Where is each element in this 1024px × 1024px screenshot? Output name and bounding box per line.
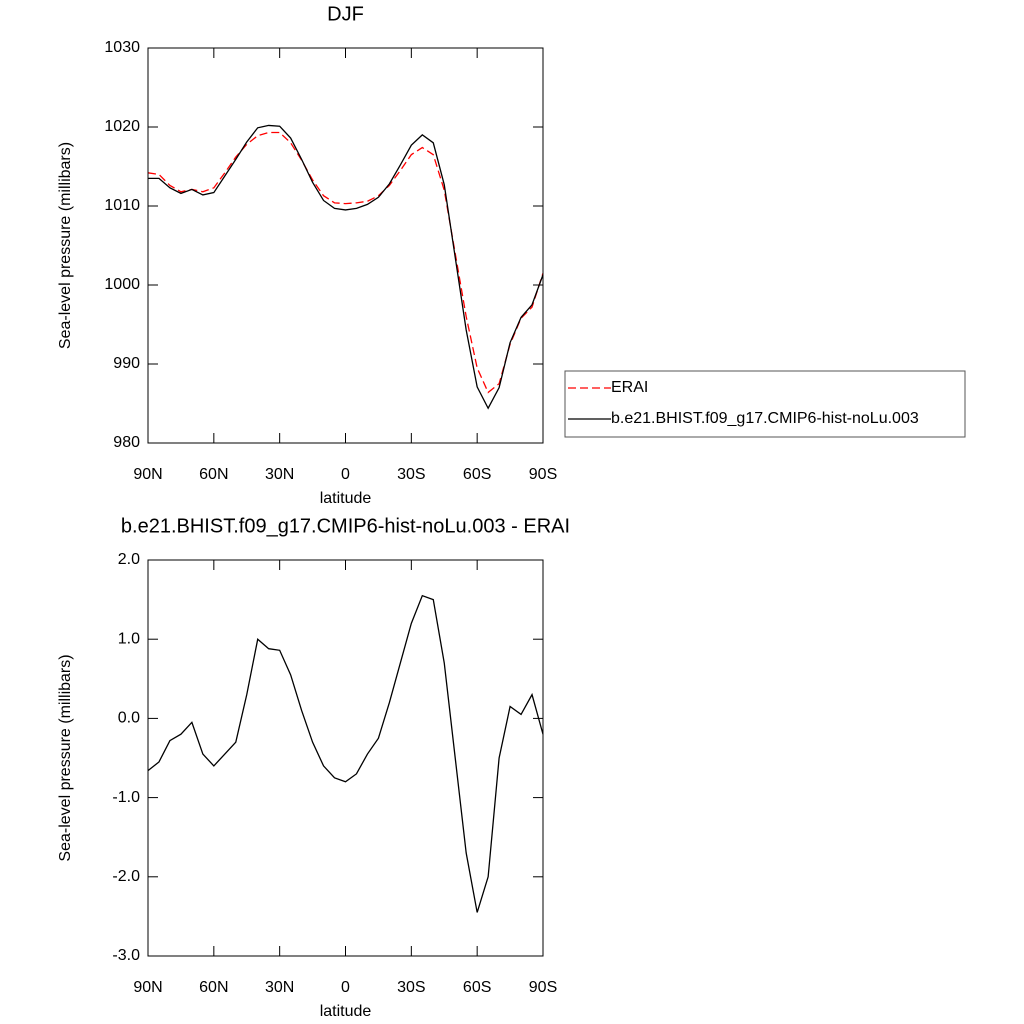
x-tick-label: 90S: [529, 979, 557, 996]
y-axis-label: Sea-level pressure (millibars): [57, 142, 74, 349]
data-line: [147, 131, 544, 394]
x-tick-label: 30N: [265, 979, 294, 996]
x-tick-label: 0: [341, 979, 350, 996]
x-axis-label: latitude: [320, 1003, 372, 1020]
y-tick-label: 0.0: [118, 710, 140, 727]
x-tick-label: 30N: [265, 466, 294, 483]
data-line: [147, 594, 544, 913]
x-tick-label: 60S: [463, 466, 491, 483]
x-tick-label: 60N: [199, 979, 228, 996]
plot-frame: [147, 559, 544, 957]
x-axis-label: latitude: [320, 490, 372, 507]
x-tick-label: 90S: [529, 466, 557, 483]
x-tick-label: 90N: [133, 979, 162, 996]
x-tick-label: 0: [341, 466, 350, 483]
x-tick-label: 60S: [463, 979, 491, 996]
y-tick-label: -2.0: [112, 868, 140, 885]
chart-title: DJF: [327, 3, 364, 25]
legend-label: b.e21.BHIST.f09_g17.CMIP6-hist-noLu.003: [611, 410, 919, 427]
y-axis-label: Sea-level pressure (millibars): [57, 654, 74, 861]
y-tick-label: 990: [113, 355, 140, 372]
data-line: [148, 124, 544, 410]
y-tick-label: 1.0: [118, 630, 140, 647]
legend-box: [564, 370, 966, 438]
y-tick-label: -3.0: [112, 947, 140, 964]
y-tick-label: 980: [113, 434, 140, 451]
y-tick-label: 1000: [104, 276, 140, 293]
y-tick-label: -1.0: [112, 789, 140, 806]
chart-title: b.e21.BHIST.f09_g17.CMIP6-hist-noLu.003 …: [121, 515, 570, 537]
y-tick-label: 2.0: [118, 551, 140, 568]
y-tick-label: 1030: [104, 39, 140, 56]
x-tick-label: 30S: [397, 466, 425, 483]
x-tick-label: 90N: [133, 466, 162, 483]
y-tick-label: 1020: [104, 118, 140, 135]
x-tick-label: 30S: [397, 979, 425, 996]
y-tick-label: 1010: [104, 197, 140, 214]
x-tick-label: 60N: [199, 466, 228, 483]
legend-label: ERAI: [611, 379, 648, 396]
plot-frame: [147, 47, 544, 444]
